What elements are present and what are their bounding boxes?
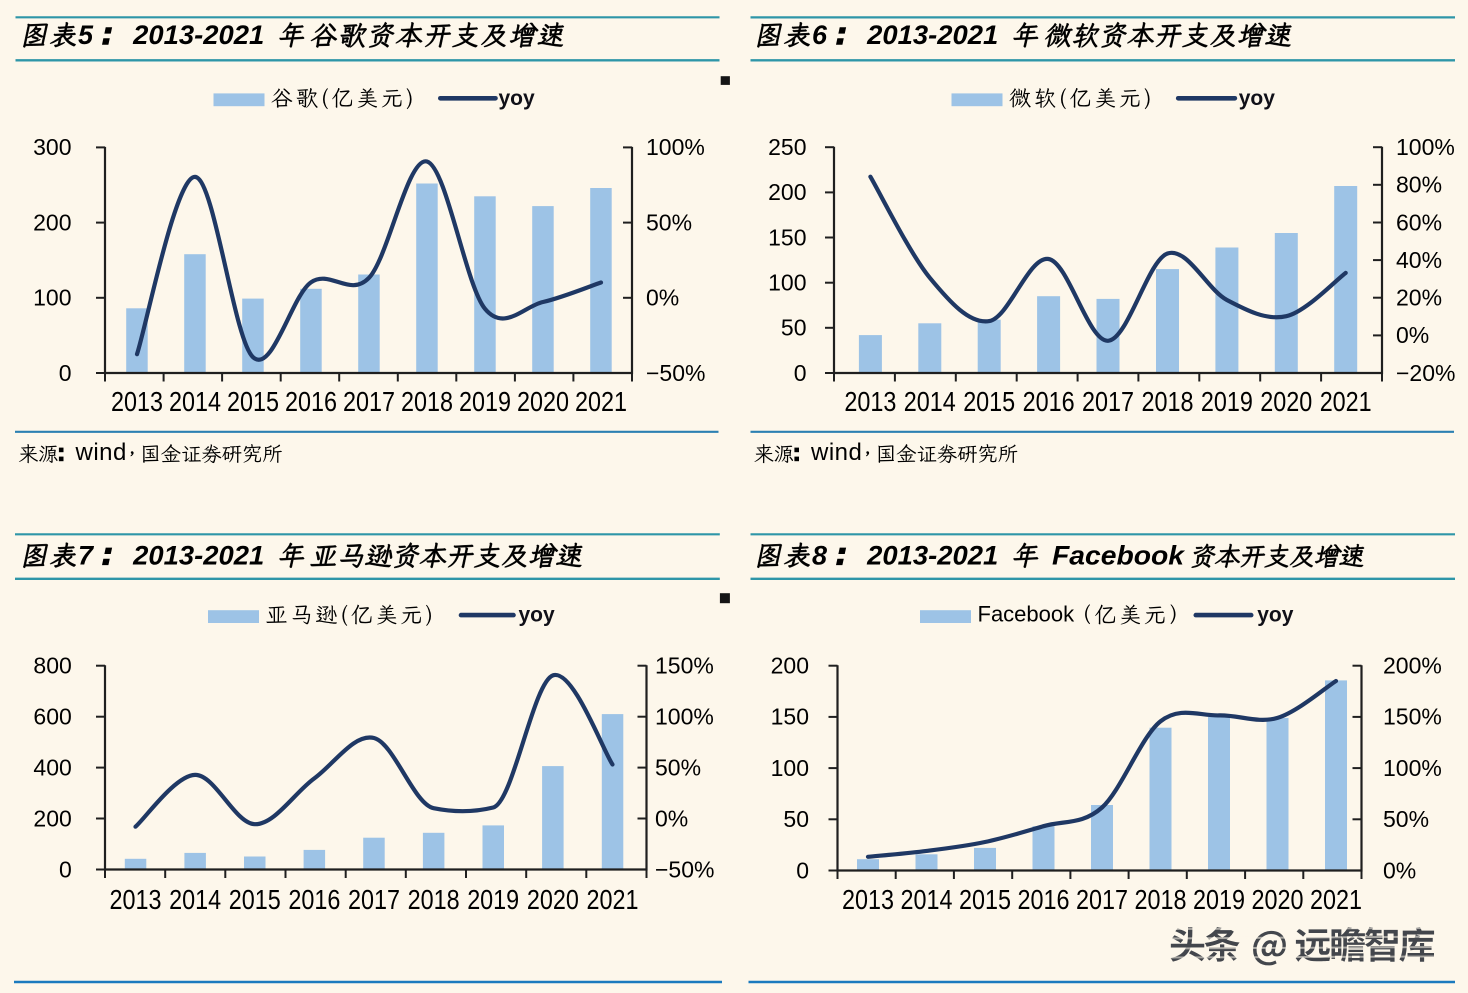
svg-text:Facebook: Facebook [978, 601, 1076, 626]
svg-text:Facebook: Facebook [1052, 541, 1186, 571]
svg-text:7: 7 [78, 541, 95, 571]
svg-text:2016: 2016 [288, 884, 340, 915]
svg-text:2020: 2020 [517, 386, 569, 417]
svg-text:800: 800 [33, 653, 71, 679]
svg-text:6: 6 [812, 20, 828, 50]
svg-text:2015: 2015 [963, 386, 1015, 417]
svg-text:yoy: yoy [1257, 604, 1294, 627]
svg-text:200: 200 [768, 179, 806, 205]
svg-text:0: 0 [59, 856, 72, 882]
svg-text:2021: 2021 [587, 884, 639, 915]
svg-text:yoy: yoy [499, 87, 536, 110]
svg-text:2019: 2019 [1201, 386, 1253, 417]
svg-text:60%: 60% [1396, 209, 1442, 235]
svg-text:600: 600 [33, 704, 71, 730]
svg-text:2018: 2018 [408, 884, 460, 915]
svg-text:0%: 0% [646, 285, 679, 311]
svg-text:0%: 0% [1383, 857, 1416, 883]
svg-text:2015: 2015 [227, 386, 279, 417]
svg-text:2017: 2017 [343, 386, 395, 417]
svg-text:2015: 2015 [959, 884, 1011, 915]
svg-text:2014: 2014 [904, 386, 956, 417]
svg-text:−20%: −20% [1396, 360, 1455, 386]
svg-text:2013: 2013 [844, 386, 896, 417]
svg-text:50: 50 [783, 806, 809, 832]
svg-text:200: 200 [33, 209, 71, 235]
svg-text:250: 250 [768, 134, 806, 160]
svg-text:2019: 2019 [459, 386, 511, 417]
svg-text:8: 8 [812, 541, 827, 571]
svg-text:−50%: −50% [646, 360, 705, 386]
svg-text:150%: 150% [655, 653, 714, 679]
svg-text:2013-2021: 2013-2021 [132, 541, 264, 571]
svg-text:50%: 50% [646, 209, 692, 235]
svg-text:yoy: yoy [1239, 87, 1276, 110]
svg-text:2021: 2021 [1310, 884, 1362, 915]
svg-text:150: 150 [771, 704, 809, 730]
svg-text:2017: 2017 [1082, 386, 1134, 417]
svg-text:2014: 2014 [901, 884, 953, 915]
svg-text:0: 0 [59, 360, 72, 386]
svg-text:2015: 2015 [229, 884, 281, 915]
svg-text:2014: 2014 [169, 884, 221, 915]
svg-text:20%: 20% [1396, 285, 1442, 311]
svg-text:2016: 2016 [1018, 884, 1070, 915]
svg-text:50%: 50% [655, 754, 701, 780]
svg-text:400: 400 [33, 754, 71, 780]
svg-text:2017: 2017 [348, 884, 400, 915]
svg-text:5: 5 [78, 20, 94, 50]
svg-text:2013: 2013 [111, 386, 163, 417]
svg-text:2017: 2017 [1076, 884, 1128, 915]
svg-text:50: 50 [781, 315, 807, 341]
svg-text:2013-2021: 2013-2021 [866, 541, 998, 571]
svg-text:yoy: yoy [519, 604, 556, 627]
svg-text:wind: wind [75, 439, 127, 466]
svg-text:100%: 100% [655, 704, 714, 730]
svg-text:100%: 100% [1396, 134, 1455, 160]
svg-text:2013: 2013 [842, 884, 894, 915]
svg-text:2020: 2020 [1252, 884, 1304, 915]
svg-text:2013-2021: 2013-2021 [866, 20, 998, 50]
svg-text:2019: 2019 [467, 884, 519, 915]
svg-text:0%: 0% [655, 805, 688, 831]
svg-text:2019: 2019 [1193, 884, 1245, 915]
svg-text:100: 100 [768, 270, 806, 296]
svg-text:2018: 2018 [1142, 386, 1194, 417]
svg-text:0%: 0% [1396, 322, 1429, 348]
svg-text:−50%: −50% [655, 856, 714, 882]
svg-text:2018: 2018 [401, 386, 453, 417]
svg-text:2021: 2021 [1320, 386, 1372, 417]
svg-text:0: 0 [794, 360, 807, 386]
svg-text:2016: 2016 [1023, 386, 1075, 417]
svg-text:100%: 100% [1383, 755, 1442, 781]
svg-text:2016: 2016 [285, 386, 337, 417]
svg-text:wind: wind [810, 439, 862, 466]
svg-text:100%: 100% [646, 134, 705, 160]
svg-text:200%: 200% [1383, 653, 1442, 679]
svg-text:200: 200 [33, 805, 71, 831]
svg-text:2020: 2020 [527, 884, 579, 915]
svg-text:100: 100 [771, 755, 809, 781]
svg-text:2021: 2021 [575, 386, 627, 417]
svg-text:150: 150 [768, 224, 806, 250]
svg-text:0: 0 [796, 857, 809, 883]
svg-text:200: 200 [771, 653, 809, 679]
svg-text:2013: 2013 [110, 884, 162, 915]
svg-text:2020: 2020 [1260, 386, 1312, 417]
svg-text:50%: 50% [1383, 806, 1429, 832]
svg-text:40%: 40% [1396, 247, 1442, 273]
svg-text:2013-2021: 2013-2021 [132, 20, 264, 50]
svg-text:300: 300 [33, 134, 71, 160]
svg-text:80%: 80% [1396, 172, 1442, 198]
svg-text:100: 100 [33, 285, 71, 311]
svg-text:2014: 2014 [169, 386, 221, 417]
svg-text:150%: 150% [1383, 704, 1442, 730]
svg-text:2018: 2018 [1135, 884, 1187, 915]
